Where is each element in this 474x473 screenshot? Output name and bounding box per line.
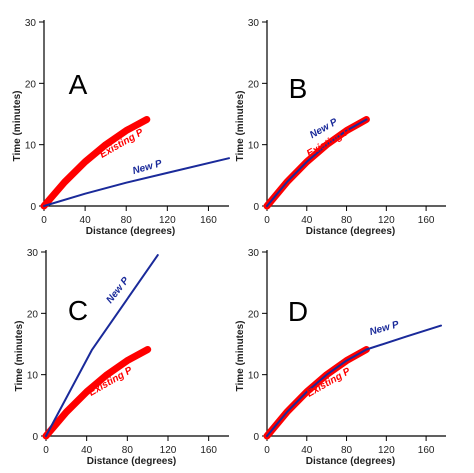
x-axis-label: Distance (degrees) [306, 456, 395, 467]
x-tick-label: 80 [341, 445, 353, 456]
panel-label: D [288, 296, 308, 327]
chart-panel-a: 0 40 80 120 160 0 10 20 30 Distance (degrees) Time… [12, 18, 230, 237]
x-tick-label: 120 [160, 445, 177, 456]
x-axis-label: Distance (degrees) [87, 456, 176, 467]
series-line-existing-p [40, 116, 151, 210]
x-tick-label: 160 [200, 215, 217, 226]
y-tick-label: 0 [253, 202, 259, 213]
x-tick-label: 120 [378, 445, 395, 456]
x-tick-label: 40 [301, 215, 313, 226]
y-tick-label: 30 [248, 18, 260, 29]
x-tick-label: 40 [80, 215, 92, 226]
y-axis-label: Time (minutes) [235, 91, 246, 162]
y-tick-label: 20 [27, 309, 39, 320]
y-tick-label: 10 [27, 371, 39, 382]
y-tick-label: 0 [30, 202, 36, 213]
chart-panel-d: 0 40 80 120 160 0 10 20 30 Distance (degrees) Time… [235, 248, 446, 467]
x-tick-label: 120 [159, 215, 176, 226]
y-tick-label: 10 [248, 371, 260, 382]
x-tick-label: 80 [122, 445, 134, 456]
series-line-new-p [266, 324, 442, 437]
y-tick-label: 0 [253, 432, 259, 443]
x-tick-label: 40 [301, 445, 313, 456]
x-tick-label: 80 [121, 215, 133, 226]
series-label-new-p: New P [104, 275, 131, 306]
x-tick-label: 0 [41, 215, 47, 226]
x-tick-label: 160 [418, 215, 435, 226]
x-tick-label: 120 [378, 215, 395, 226]
x-tick-label: 80 [341, 215, 353, 226]
panel-label: B [289, 73, 308, 104]
y-tick-label: 20 [248, 309, 260, 320]
x-tick-label: 0 [264, 215, 270, 226]
y-tick-label: 0 [32, 432, 38, 443]
x-tick-label: 0 [43, 445, 49, 456]
series-line-new-p [45, 254, 159, 437]
x-tick-label: 40 [81, 445, 93, 456]
y-tick-label: 20 [248, 79, 260, 90]
y-tick-label: 30 [248, 248, 260, 259]
series-line-new-p [266, 118, 368, 207]
chart-panel-b: 0 40 80 120 160 0 10 20 30 Distance (degrees) Time… [235, 18, 446, 237]
x-tick-label: 160 [200, 445, 217, 456]
series-line-existing-p [42, 346, 152, 440]
panel-label: A [69, 69, 88, 100]
x-tick-label: 0 [264, 445, 270, 456]
y-axis-label: Time (minutes) [235, 321, 246, 392]
y-axis-label: Time (minutes) [14, 321, 25, 392]
y-tick-label: 10 [248, 141, 260, 152]
y-tick-label: 20 [25, 79, 37, 90]
x-tick-label: 160 [418, 445, 435, 456]
y-tick-label: 30 [27, 248, 39, 259]
chart-panel-c: 0 40 80 120 160 0 10 20 30 Distance (degrees) Time… [14, 248, 229, 467]
panel-label: C [68, 295, 88, 326]
series-line-new-p [43, 157, 230, 207]
x-axis-label: Distance (degrees) [86, 226, 175, 237]
y-tick-label: 10 [25, 141, 37, 152]
y-axis-label: Time (minutes) [12, 91, 23, 162]
x-axis-label: Distance (degrees) [306, 226, 395, 237]
y-tick-label: 30 [25, 18, 37, 29]
series-label-new-p: New P [368, 319, 400, 338]
